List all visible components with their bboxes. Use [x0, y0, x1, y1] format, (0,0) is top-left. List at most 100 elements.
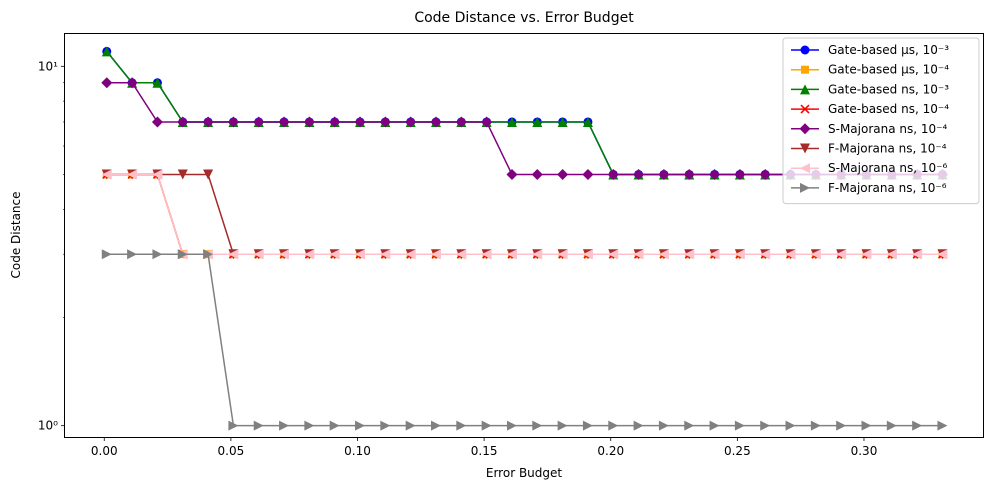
legend-label: Gate-based μs, 10⁻³	[828, 43, 949, 57]
series-line-8	[106, 253, 943, 427]
data-point	[481, 116, 493, 128]
data-point	[354, 116, 366, 128]
data-point	[227, 116, 239, 128]
data-point	[380, 420, 391, 431]
data-point	[228, 249, 239, 260]
data-point	[152, 77, 163, 88]
data-point	[684, 420, 695, 431]
y-axis: 10⁰ 10¹	[38, 59, 65, 433]
x-tick-label: 0.10	[344, 444, 371, 458]
data-point	[405, 420, 416, 431]
series-line-7	[106, 173, 943, 255]
data-point	[329, 116, 341, 128]
data-point	[886, 249, 897, 260]
data-point	[355, 249, 366, 260]
data-point	[658, 249, 669, 260]
data-point	[557, 168, 569, 180]
data-point	[684, 249, 695, 260]
legend-entry: F-Majorana ns, 10⁻⁴	[791, 142, 947, 156]
data-point	[228, 420, 239, 431]
data-point	[455, 116, 467, 128]
data-point	[481, 249, 492, 260]
y-tick-label: 10¹	[38, 59, 58, 73]
legend-entry: Gate-based ns, 10⁻³	[791, 82, 949, 96]
chart-title: Code Distance vs. Error Budget	[414, 10, 634, 26]
data-point	[506, 420, 517, 431]
legend-marker	[799, 123, 811, 135]
data-point	[912, 420, 923, 431]
data-point	[405, 249, 416, 260]
data-point	[126, 77, 138, 89]
x-tick-label: 0.20	[597, 444, 624, 458]
data-point	[152, 249, 163, 260]
data-point	[709, 249, 720, 260]
data-point	[304, 249, 315, 260]
data-point	[127, 249, 138, 260]
legend-label: Gate-based μs, 10⁻⁴	[828, 63, 949, 77]
data-point	[760, 420, 771, 431]
data-point	[608, 420, 619, 431]
data-point	[532, 116, 543, 127]
data-point	[937, 420, 948, 431]
data-point	[937, 249, 948, 260]
data-point	[886, 420, 897, 431]
data-point	[101, 77, 113, 89]
data-point	[836, 420, 847, 431]
data-point	[279, 249, 290, 260]
legend-marker	[800, 104, 810, 114]
data-point	[203, 249, 214, 260]
data-point	[557, 249, 568, 260]
data-point	[380, 249, 391, 260]
legend-label: F-Majorana ns, 10⁻⁶	[828, 181, 947, 195]
x-tick-label: 0.25	[724, 444, 751, 458]
data-point	[253, 420, 264, 431]
data-point	[582, 420, 593, 431]
data-point	[760, 249, 771, 260]
legend-label: S-Majorana ns, 10⁻⁶	[828, 161, 947, 175]
data-point	[683, 168, 695, 180]
legend-box	[782, 37, 980, 205]
data-point	[405, 116, 417, 128]
data-point	[303, 116, 315, 128]
legend-label: S-Majorana ns, 10⁻⁴	[828, 122, 947, 136]
data-point	[430, 420, 441, 431]
legend-label: F-Majorana ns, 10⁻⁴	[828, 142, 947, 156]
data-point	[101, 46, 112, 57]
data-point	[912, 249, 923, 260]
data-point	[177, 249, 188, 260]
y-axis-label: Code Distance	[9, 191, 23, 278]
data-point	[607, 168, 619, 180]
data-point	[734, 249, 745, 260]
data-point	[734, 420, 745, 431]
data-point	[836, 249, 847, 260]
legend-marker	[801, 65, 809, 74]
legend-entry: S-Majorana ns, 10⁻⁴	[791, 122, 947, 136]
series-7	[101, 169, 948, 260]
data-point	[430, 249, 441, 260]
x-axis: 0.00 0.05 0.10 0.15 0.20 0.25 0.30	[91, 437, 877, 458]
data-point	[785, 420, 796, 431]
data-point	[278, 116, 290, 128]
data-point	[531, 168, 543, 180]
data-point	[253, 249, 264, 260]
data-point	[709, 168, 721, 180]
data-point	[633, 168, 645, 180]
legend-entry: Gate-based μs, 10⁻³	[791, 43, 949, 57]
data-point	[101, 249, 112, 260]
data-point	[633, 420, 644, 431]
legend-marker	[800, 163, 810, 174]
data-point	[177, 169, 188, 180]
legend-entry: S-Majorana ns, 10⁻⁶	[791, 161, 947, 175]
data-point	[861, 420, 872, 431]
series-8	[101, 249, 948, 431]
data-point	[355, 420, 366, 431]
legend-marker	[800, 84, 810, 95]
x-tick-label: 0.15	[471, 444, 498, 458]
data-point	[379, 116, 391, 128]
data-point	[506, 168, 518, 180]
data-point	[329, 249, 340, 260]
data-point	[532, 249, 543, 260]
data-point	[608, 249, 619, 260]
plot-area	[101, 46, 948, 431]
